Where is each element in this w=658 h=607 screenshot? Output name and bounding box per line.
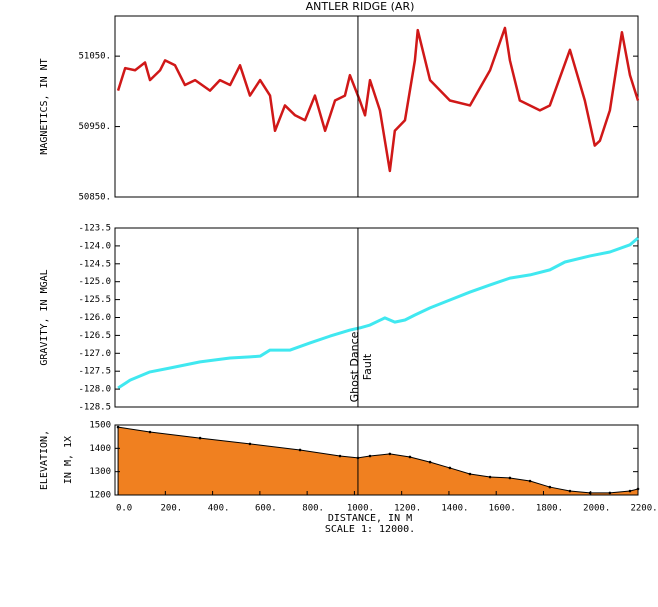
x-tick-label: 400.	[208, 504, 230, 514]
y-tick-label: -126.0	[78, 313, 111, 323]
x-tick-label: 1200.	[394, 504, 421, 514]
x-tick-label: 600.	[255, 504, 277, 514]
station	[408, 455, 412, 459]
x-tick-label: 800.	[302, 504, 324, 514]
station	[368, 454, 372, 458]
annotation: Fault	[361, 353, 374, 380]
station	[198, 436, 202, 440]
scale-note: SCALE 1: 12000.	[325, 524, 415, 535]
y-tick-label: 50950.	[78, 122, 111, 132]
station	[608, 491, 612, 495]
station	[488, 475, 492, 479]
x-tick-label: 1600.	[489, 504, 516, 514]
y-tick-label: -123.5	[78, 224, 111, 234]
y-tick-label: -128.0	[78, 385, 111, 395]
y-tick-label: 1300	[89, 467, 111, 477]
x-axis-label: DISTANCE, IN M	[328, 513, 412, 524]
y-tick-label: 51050.	[78, 52, 111, 62]
y-tick-label: -127.5	[78, 367, 111, 377]
chart-title: ANTLER RIDGE (AR)	[306, 0, 415, 13]
station	[116, 425, 120, 429]
x-tick-label: 1400.	[441, 504, 468, 514]
station	[428, 460, 432, 464]
x-tick-label: 0.0	[116, 504, 132, 514]
x-tick-label: 200.	[160, 504, 182, 514]
y-tick-label: -128.5	[78, 403, 111, 413]
elevation-area	[117, 426, 639, 496]
x-tick-label: 2200.	[630, 504, 657, 514]
y-tick-label: 1200	[89, 491, 111, 501]
y-tick-label: -125.0	[78, 277, 111, 287]
annotation: Ghost Dance	[348, 331, 361, 402]
y-axis-label: GRAVITY, IN MGAL	[39, 269, 50, 365]
plot-frame	[114, 227, 639, 408]
y-axis-label: MAGNETICS, IN NT	[39, 58, 50, 154]
x-tick-label: 1800.	[536, 504, 563, 514]
station	[388, 452, 392, 456]
station	[338, 454, 342, 458]
x-tick-label: 1000.	[347, 504, 374, 514]
series-line	[117, 236, 639, 390]
y-axis-label: ELEVATION,	[39, 430, 50, 490]
y-tick-label: 1400	[89, 444, 111, 454]
station	[548, 485, 552, 489]
plot-frame	[114, 424, 639, 496]
station	[628, 489, 632, 493]
station	[468, 472, 472, 476]
y-tick-label: -127.0	[78, 349, 111, 359]
y-tick-label: 1500	[89, 421, 111, 431]
y-tick-label: -124.5	[78, 259, 111, 269]
y-tick-label: -126.5	[78, 331, 111, 341]
series-line	[116, 26, 640, 173]
station	[568, 489, 572, 493]
y-tick-label: 50850.	[78, 193, 111, 203]
station	[448, 466, 452, 470]
station	[508, 476, 512, 480]
station	[298, 448, 302, 452]
y-tick-label: -125.5	[78, 295, 111, 305]
station	[528, 479, 532, 483]
plot-frame	[114, 15, 639, 198]
station	[148, 430, 152, 434]
x-tick-label: 2000.	[583, 504, 610, 514]
station	[248, 442, 252, 446]
y-tick-label: -124.0	[78, 241, 111, 251]
y-axis-label: IN M, 1X	[63, 436, 74, 484]
